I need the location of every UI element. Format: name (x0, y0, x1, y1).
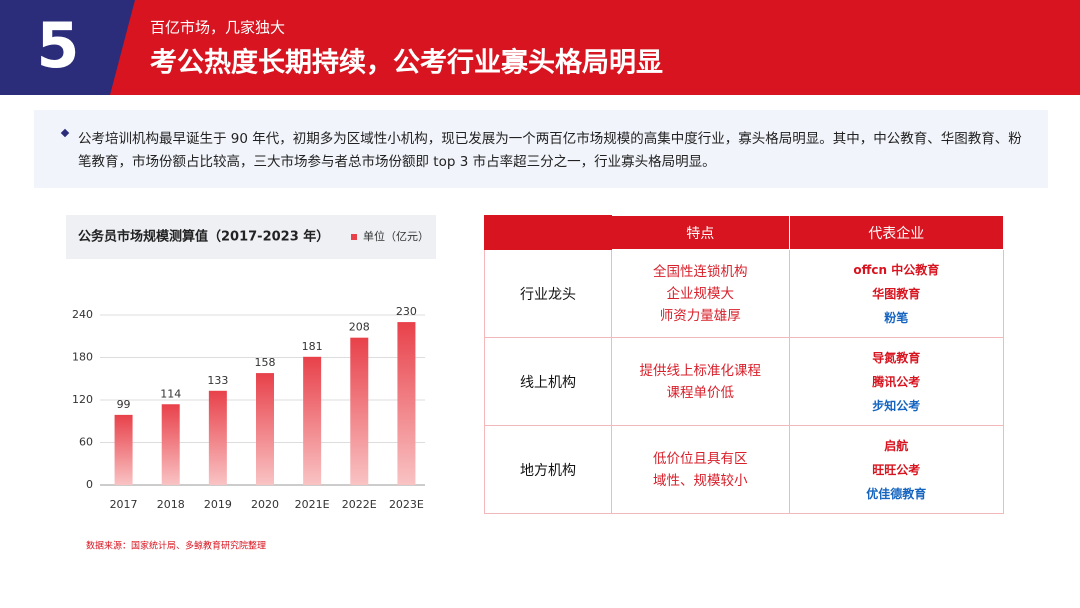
y-tick-label: 240 (72, 308, 93, 321)
bar (303, 356, 322, 485)
feature-line: 域性、规模较小 (653, 472, 748, 489)
value-label: 133 (207, 374, 228, 387)
header-cell: 代表企业 (788, 215, 1005, 250)
feature-line: 师资力量雄厚 (659, 307, 741, 324)
table-row: 线上机构 提供线上标准化课程 课程单价低 导氮教育 腾讯公考 步知公考 (484, 337, 1005, 426)
company-logo: 粉笔 (884, 310, 909, 325)
company-logo: 步知公考 (872, 398, 921, 413)
feature-cell: 提供线上标准化课程 课程单价低 (610, 337, 790, 426)
y-tick-label: 0 (86, 478, 93, 491)
chart-title: 公务员市场规模测算值（2017-2023 年） (78, 229, 329, 245)
feature-cell: 低价位且具有区 域性、规模较小 (610, 425, 790, 514)
x-tick-label: 2021E (295, 498, 330, 511)
table: 特点 代表企业 行业龙头 全国性连锁机构 企业规模大 师资力量雄厚 offcn 中公教育 华图… (484, 215, 1005, 514)
row-label: 线上机构 (484, 337, 612, 426)
feature-line: 课程单价低 (666, 384, 735, 401)
table-row: 行业龙头 全国性连锁机构 企业规模大 师资力量雄厚 offcn 中公教育 华图教育 粉笔 (484, 249, 1005, 338)
company-logo: 旺旺公考 (872, 462, 921, 477)
x-tick-label: 2020 (251, 498, 279, 511)
chart: 公务员市场规模测算值（2017-2023 年） 单位（亿元） 数据来源：国家统计… (66, 215, 436, 552)
feature-cell: 全国性连锁机构 企业规模大师资力量雄厚 (610, 249, 790, 338)
section-number: 5 (36, 9, 79, 82)
value-label: 181 (302, 340, 323, 353)
feature-line: 低价位且具有区 (653, 450, 748, 467)
source: 数据来源：国家统计局、多鲸教育研究院整理 (86, 540, 266, 552)
bullet (60, 128, 70, 138)
company-logo: 启航 (884, 438, 909, 453)
row-label: 地方机构 (484, 425, 612, 514)
company-logo: offcn 中公教育 (853, 262, 940, 277)
header-cell (484, 215, 612, 250)
company-logo: 优佳德教育 (866, 486, 927, 501)
value-label: 158 (255, 356, 276, 369)
feature-line: 提供线上标准化课程 (639, 362, 762, 379)
value-label: 230 (396, 305, 417, 318)
value-label: 208 (349, 321, 370, 334)
value-label: 99 (117, 398, 131, 411)
bar (114, 414, 133, 485)
feature-line: 企业规模大 (666, 285, 735, 302)
y-tick-label: 180 (72, 351, 93, 364)
feature-line: 全国性连锁机构 (653, 263, 748, 280)
value-label: 114 (160, 387, 181, 400)
header-cell: 特点 (610, 215, 790, 250)
company-logo: 华图教育 (872, 286, 921, 301)
title: 考公热度长期持续，公考行业寡头格局明显 (150, 47, 663, 79)
y-tick-label: 120 (72, 393, 93, 406)
table-row: 地方机构 低价位且具有区 域性、规模较小 启航 旺旺公考 优佳德教育 (484, 425, 1005, 514)
x-tick-label: 2023E (389, 498, 424, 511)
summary-box: 公考培训机构最早诞生于 90 年代，初期多为区域性小机构，现已发展为一个两百亿市… (34, 110, 1048, 188)
y-tick-label: 60 (79, 436, 93, 449)
company-logo: 腾讯公考 (872, 374, 921, 389)
bar (161, 404, 180, 485)
x-tick-label: 2018 (157, 498, 185, 511)
summary-text: 公考培训机构最早诞生于 90 年代，初期多为区域性小机构，现已发展为一个两百亿市… (78, 131, 1022, 170)
subtitle: 百亿市场，几家独大 (150, 19, 285, 37)
row-label: 行业龙头 (484, 249, 612, 338)
company-cell: 导氮教育腾讯公考步知公考 (788, 337, 1005, 426)
company-logo: 导氮教育 (872, 350, 921, 365)
legend-swatch (351, 234, 357, 240)
x-tick-label: 2017 (110, 498, 138, 511)
bar (397, 322, 416, 485)
company-cell: offcn 中公教育 华图教育粉笔 (788, 249, 1005, 338)
legend-label: 单位（亿元） (363, 229, 429, 243)
chart-title-band (66, 215, 436, 259)
bar (208, 390, 227, 485)
header-row: 特点 代表企业 (484, 215, 1005, 250)
header-band: 5 百亿市场，几家独大 考公热度长期持续，公考行业寡头格局明显 (0, 0, 1080, 95)
company-cell: 启航旺旺公考优佳德教育 (788, 425, 1005, 514)
x-tick-label: 2019 (204, 498, 232, 511)
x-tick-label: 2022E (342, 498, 377, 511)
bar (256, 373, 274, 485)
bar (350, 337, 369, 485)
